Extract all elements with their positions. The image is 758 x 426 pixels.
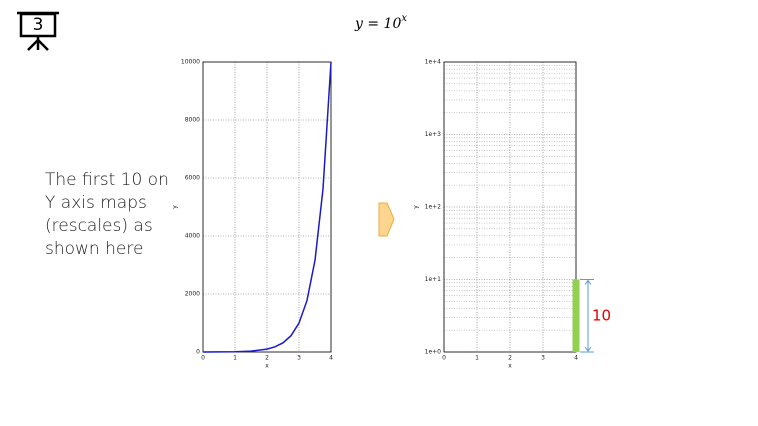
x-tick-label: 2 [265, 355, 269, 362]
x-tick-label: 2 [508, 355, 512, 362]
note-line: shown here [45, 239, 143, 259]
y-axis-label: y [172, 205, 179, 209]
y-tick-label: 6000 [185, 175, 200, 182]
formula-exponent: x [401, 13, 407, 24]
y-tick-label: 1e+2 [425, 204, 442, 211]
y-axis-label: y [413, 205, 420, 209]
y-tick-label: 10000 [181, 59, 200, 66]
y-tick-label: 8000 [185, 117, 200, 124]
arrow [378, 202, 395, 237]
x-axis-label: x [265, 363, 269, 370]
x-tick-label: 4 [329, 355, 333, 362]
x-axis-label: x [508, 363, 512, 370]
plot-frame [443, 61, 577, 353]
annotation: 10 [592, 306, 611, 324]
slide-number: 3 [33, 15, 44, 35]
note-line: The first 10 on [45, 170, 169, 190]
slide-icon [17, 11, 59, 51]
x-tick-label: 1 [475, 355, 479, 362]
note-line: (rescales) as [45, 216, 153, 236]
y-tick-label: 1e+3 [425, 131, 442, 138]
x-tick-label: 1 [233, 355, 237, 362]
y-tick-label: 4000 [185, 233, 200, 240]
x-tick-label: 0 [201, 355, 205, 362]
x-tick-label: 0 [442, 355, 446, 362]
x-tick-label: 3 [297, 355, 301, 362]
line [202, 61, 332, 353]
y-tick-label: 2000 [185, 291, 200, 298]
y-tick-label: 1e+0 [425, 349, 442, 356]
formula: y = 10x [354, 13, 407, 33]
plot-frame [202, 61, 332, 353]
note-line: Y axis maps [45, 193, 147, 213]
x-tick-label: 4 [574, 355, 578, 362]
x-tick-label: 3 [541, 355, 545, 362]
y-tick-label: 1e+1 [425, 276, 442, 283]
y-tick-label: 1e+4 [425, 59, 442, 66]
arrow-head [584, 279, 592, 352]
y-tick-label: 0 [196, 349, 200, 356]
bar [572, 279, 580, 352]
formula-base: y = 10 [354, 16, 401, 32]
